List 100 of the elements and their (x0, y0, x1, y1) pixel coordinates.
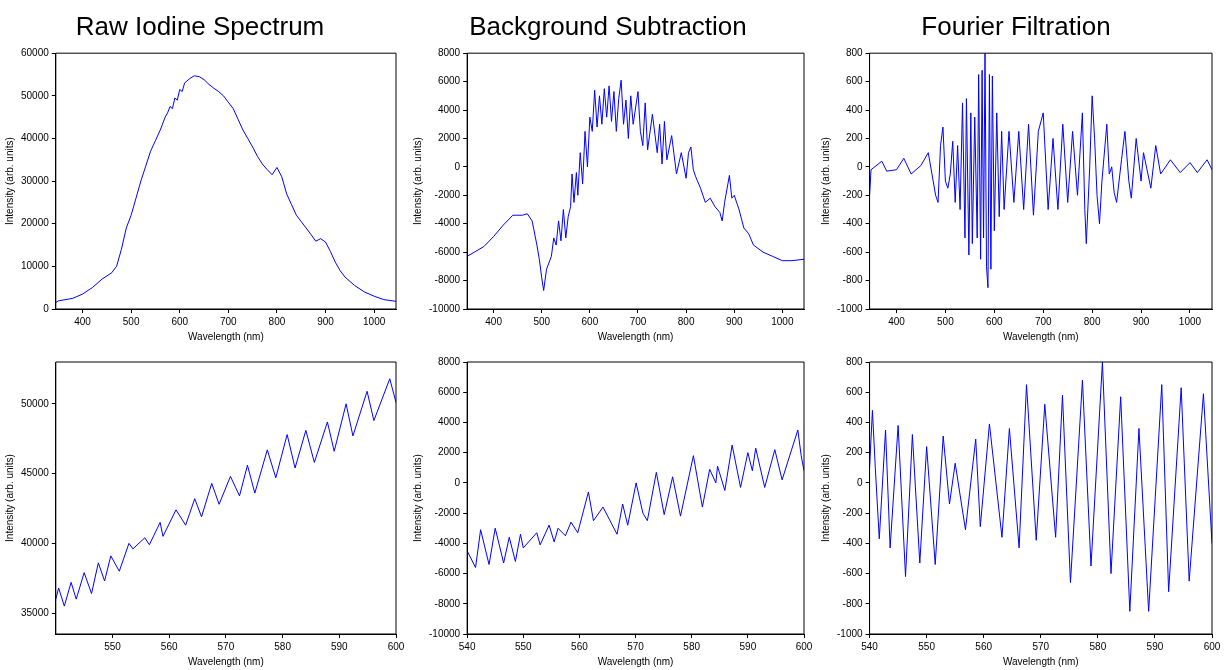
x-tick-label: 500 (937, 315, 955, 327)
y-tick-label: 60000 (21, 46, 50, 58)
y-axis-title: Intensity (arb. units) (411, 454, 423, 542)
x-tick-label: 800 (1083, 315, 1101, 327)
y-axis-title: Intensity (arb. units) (411, 137, 423, 226)
x-tick-label: 540 (861, 640, 879, 652)
x-tick-label: 900 (725, 315, 743, 327)
y-tick-label: -8000 (434, 274, 461, 286)
y-tick-label: -1000 (837, 302, 864, 314)
y-tick-label: -2000 (434, 506, 461, 518)
x-tick-label: 400 (74, 315, 92, 327)
y-tick-label: -8000 (434, 597, 461, 609)
y-tick-label: 50000 (21, 397, 50, 409)
y-tick-label: -800 (842, 274, 864, 286)
x-tick-label: 400 (888, 315, 906, 327)
y-tick-label: -6000 (434, 567, 461, 579)
chart-title: Background Subtraction (469, 10, 747, 41)
y-tick-label: 600 (845, 385, 864, 397)
x-tick-label: 1000 (771, 315, 794, 327)
x-tick-label: 700 (1034, 315, 1053, 327)
x-tick-label: 550 (514, 640, 533, 652)
x-tick-label: 1000 (1178, 315, 1202, 327)
y-tick-label: -400 (842, 537, 864, 549)
y-tick-label: 30000 (21, 174, 50, 186)
x-tick-label: 800 (268, 315, 286, 327)
y-tick-label: 0 (454, 476, 461, 488)
y-tick-label: 6000 (437, 75, 461, 87)
y-tick-label: 20000 (21, 217, 50, 229)
y-tick-label: 800 (845, 355, 864, 367)
x-tick-label: 500 (122, 315, 140, 327)
y-tick-label: 35000 (21, 606, 50, 618)
x-tick-label: 600 (387, 640, 405, 652)
y-tick-label: 45000 (21, 467, 50, 479)
y-axis-title: Intensity (arb. units) (819, 137, 831, 226)
y-tick-label: -10000 (429, 302, 461, 314)
x-tick-label: 580 (683, 640, 701, 652)
x-tick-label: 600 (1203, 640, 1221, 652)
y-tick-label: 200 (845, 132, 864, 144)
y-tick-label: -800 (842, 597, 864, 609)
chart-title: Fourier Filtration (921, 10, 1111, 41)
x-axis-title: Wavelength (nm) (188, 330, 264, 342)
chart-title: Raw Iodine Spectrum (75, 10, 325, 41)
x-axis-title: Wavelength (nm) (597, 330, 674, 342)
x-tick-label: 800 (677, 315, 695, 327)
y-axis-title: Intensity (arb. units) (819, 454, 831, 542)
x-tick-label: 580 (274, 640, 292, 652)
x-tick-label: 580 (1089, 640, 1107, 652)
x-tick-label: 600 (171, 315, 189, 327)
x-axis-title: Wavelength (nm) (1002, 330, 1079, 342)
y-tick-label: -600 (842, 567, 864, 579)
y-axis-title: Intensity (arb. units) (3, 137, 15, 226)
x-tick-label: 550 (918, 640, 936, 652)
y-tick-label: 400 (845, 416, 864, 428)
y-tick-label: 2000 (437, 446, 461, 458)
x-tick-label: 570 (1032, 640, 1050, 652)
x-tick-label: 590 (330, 640, 349, 652)
y-tick-label: 0 (454, 160, 461, 172)
y-tick-label: 50000 (21, 89, 50, 101)
y-tick-label: 8000 (437, 355, 461, 367)
x-tick-label: 600 (581, 315, 599, 327)
x-tick-label: 590 (739, 640, 757, 652)
y-tick-label: 0 (857, 160, 864, 172)
x-tick-label: 700 (219, 315, 238, 327)
x-tick-label: 550 (104, 640, 122, 652)
x-tick-label: 560 (571, 640, 589, 652)
x-axis-title: Wavelength (nm) (1002, 655, 1079, 667)
y-tick-label: 0 (857, 476, 864, 488)
y-tick-label: 4000 (437, 103, 461, 115)
x-tick-label: 600 (985, 315, 1004, 327)
y-tick-label: 200 (845, 446, 864, 458)
y-tick-label: 8000 (437, 46, 461, 58)
y-tick-label: 4000 (437, 416, 461, 428)
y-tick-label: 40000 (21, 132, 50, 144)
y-tick-label: 400 (845, 103, 864, 115)
y-tick-label: 10000 (21, 260, 50, 272)
x-tick-label: 900 (1132, 315, 1150, 327)
y-tick-label: 2000 (437, 132, 461, 144)
x-tick-label: 590 (1146, 640, 1164, 652)
x-tick-label: 570 (217, 640, 235, 652)
y-tick-label: 800 (845, 46, 864, 58)
y-tick-label: -600 (842, 245, 864, 257)
y-tick-label: 40000 (21, 537, 50, 549)
y-tick-label: -2000 (434, 189, 461, 201)
y-tick-label: -200 (842, 506, 864, 518)
x-tick-label: 600 (795, 640, 813, 652)
x-tick-label: 1000 (363, 315, 386, 327)
x-axis-title: Wavelength (nm) (188, 655, 264, 667)
y-tick-label: -10000 (429, 627, 461, 639)
y-axis-title: Intensity (arb. units) (3, 454, 15, 542)
x-tick-label: 570 (627, 640, 645, 652)
x-tick-label: 560 (975, 640, 993, 652)
y-tick-label: 600 (845, 75, 864, 87)
x-tick-label: 900 (317, 315, 335, 327)
y-tick-label: -4000 (434, 217, 461, 229)
y-tick-label: 6000 (437, 385, 461, 397)
x-tick-label: 400 (485, 315, 503, 327)
x-tick-label: 500 (533, 315, 551, 327)
x-tick-label: 560 (160, 640, 178, 652)
y-tick-label: -6000 (434, 245, 461, 257)
y-tick-label: -400 (842, 217, 864, 229)
